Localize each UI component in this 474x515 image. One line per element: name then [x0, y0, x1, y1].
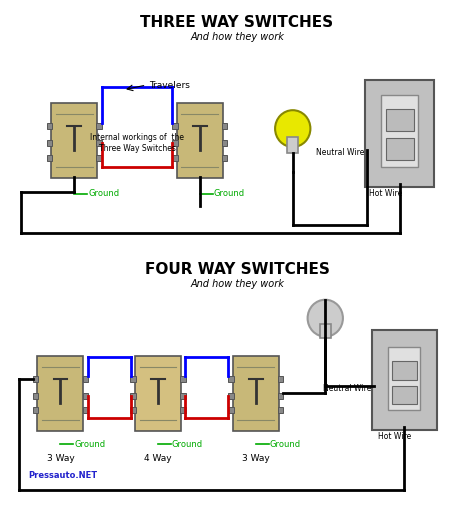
Bar	[130, 376, 136, 382]
Text: Hot Wire: Hot Wire	[378, 432, 411, 441]
Text: Pressauto.NET: Pressauto.NET	[28, 471, 97, 479]
Text: Ground: Ground	[270, 440, 301, 449]
FancyBboxPatch shape	[37, 356, 83, 431]
Bar	[180, 407, 186, 413]
Bar	[82, 393, 88, 399]
Bar	[33, 407, 38, 413]
Circle shape	[275, 110, 310, 147]
Bar	[278, 407, 283, 413]
Bar	[47, 140, 52, 146]
Text: Neutral Wire: Neutral Wire	[323, 384, 372, 393]
Text: Ground: Ground	[88, 190, 119, 198]
Text: 3 Way: 3 Way	[46, 454, 74, 464]
Bar	[130, 393, 136, 399]
FancyBboxPatch shape	[135, 356, 181, 431]
FancyBboxPatch shape	[365, 80, 434, 187]
Bar	[33, 376, 38, 382]
Bar	[381, 95, 418, 167]
Text: Neutral Wire: Neutral Wire	[316, 148, 365, 157]
FancyBboxPatch shape	[51, 104, 98, 178]
Bar	[222, 154, 228, 161]
Text: Hot Wire: Hot Wire	[369, 190, 402, 198]
FancyBboxPatch shape	[372, 330, 437, 430]
Bar	[97, 154, 102, 161]
Bar	[278, 393, 283, 399]
Bar	[130, 407, 136, 413]
Bar	[97, 123, 102, 129]
Text: Ground: Ground	[214, 190, 245, 198]
Text: FOUR WAY SWITCHES: FOUR WAY SWITCHES	[145, 262, 329, 277]
Text: Ground: Ground	[172, 440, 203, 449]
Bar	[319, 324, 331, 337]
Bar	[392, 362, 417, 380]
Bar	[287, 138, 298, 153]
Bar	[392, 386, 417, 404]
Bar	[386, 109, 413, 131]
Bar	[388, 347, 420, 410]
Bar	[172, 123, 178, 129]
Text: 4 Way: 4 Way	[144, 454, 172, 464]
Bar	[180, 393, 186, 399]
Text: Travelers: Travelers	[149, 80, 190, 90]
Text: Internal workings of  the
Three Way Switches: Internal workings of the Three Way Switc…	[90, 133, 184, 153]
Bar	[33, 393, 38, 399]
Bar	[47, 154, 52, 161]
Bar	[97, 140, 102, 146]
Bar	[172, 154, 178, 161]
Bar	[82, 376, 88, 382]
Bar	[47, 123, 52, 129]
Text: And how they work: And how they work	[190, 31, 284, 42]
Text: Ground: Ground	[74, 440, 106, 449]
Bar	[180, 376, 186, 382]
Bar	[228, 393, 234, 399]
Bar	[222, 123, 228, 129]
Text: And how they work: And how they work	[190, 279, 284, 289]
Text: THREE WAY SWITCHES: THREE WAY SWITCHES	[140, 14, 334, 29]
Bar	[228, 376, 234, 382]
Bar	[228, 407, 234, 413]
Text: 3 Way: 3 Way	[242, 454, 269, 464]
Bar	[386, 139, 413, 160]
Circle shape	[308, 300, 343, 337]
Bar	[222, 140, 228, 146]
Bar	[82, 407, 88, 413]
FancyBboxPatch shape	[233, 356, 279, 431]
Bar	[172, 140, 178, 146]
FancyBboxPatch shape	[177, 104, 223, 178]
Bar	[278, 376, 283, 382]
